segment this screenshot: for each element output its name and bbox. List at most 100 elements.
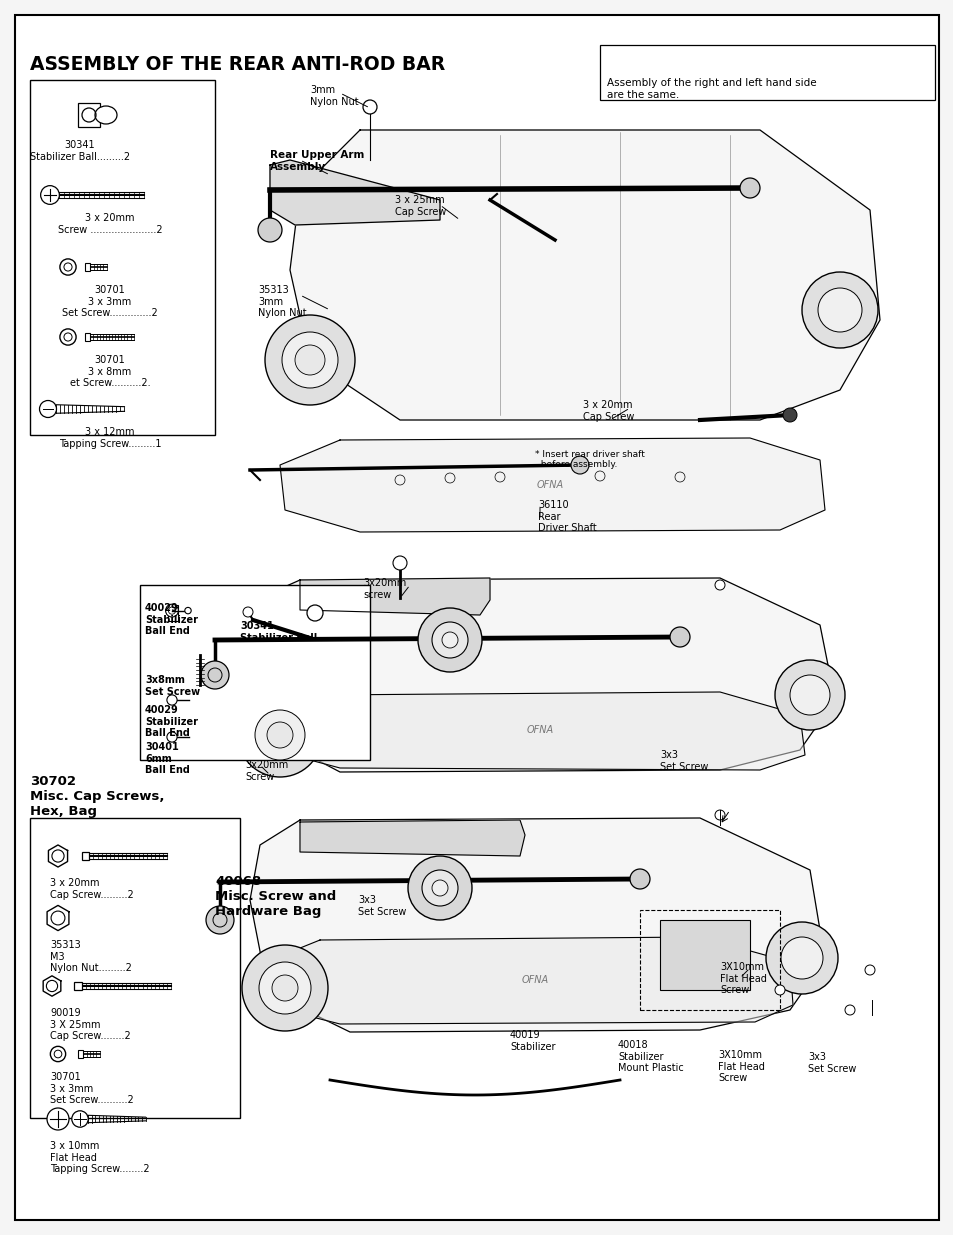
Circle shape — [167, 732, 177, 742]
Circle shape — [417, 608, 481, 672]
Circle shape — [844, 1005, 854, 1015]
Circle shape — [257, 219, 282, 242]
Text: 40018
Stabilizer
Mount Plastic: 40018 Stabilizer Mount Plastic — [618, 1040, 683, 1073]
Text: 3X10mm
Flat Head
Screw: 3X10mm Flat Head Screw — [718, 1050, 764, 1083]
Circle shape — [774, 659, 844, 730]
Text: 36110
Rear
Driver Shaft: 36110 Rear Driver Shaft — [537, 500, 597, 534]
Text: ASSEMBLY OF THE REAR ANTI-ROD BAR: ASSEMBLY OF THE REAR ANTI-ROD BAR — [30, 56, 445, 74]
Text: 40029
Stabilizer
Ball End: 40029 Stabilizer Ball End — [145, 705, 198, 739]
Polygon shape — [49, 845, 68, 867]
Circle shape — [294, 345, 325, 375]
Polygon shape — [245, 578, 834, 772]
Bar — [599, 44, 934, 100]
Circle shape — [267, 722, 293, 748]
Text: 3 x 20mm
Cap Screw.........2: 3 x 20mm Cap Screw.........2 — [50, 878, 133, 899]
Text: 30401
6mm
Ball End: 30401 6mm Ball End — [145, 742, 190, 776]
Text: 3 x 20mm
Screw ......................2: 3 x 20mm Screw ......................2 — [57, 212, 162, 235]
Text: 3x3
Set Screw: 3x3 Set Screw — [357, 895, 406, 916]
Bar — [74, 982, 82, 990]
Polygon shape — [299, 578, 490, 615]
Bar — [78, 103, 100, 127]
Circle shape — [47, 1108, 69, 1130]
Circle shape — [421, 869, 457, 906]
Circle shape — [864, 965, 874, 974]
Circle shape — [307, 605, 323, 621]
Text: 3 x 25mm
Cap Screw: 3 x 25mm Cap Screw — [395, 195, 446, 216]
Circle shape — [265, 315, 355, 405]
Circle shape — [206, 906, 233, 934]
Circle shape — [669, 627, 689, 647]
Circle shape — [714, 580, 724, 590]
Text: 90019
3 X 25mm
Cap Screw........2: 90019 3 X 25mm Cap Screw........2 — [50, 1008, 131, 1041]
Text: OFNA: OFNA — [521, 974, 548, 986]
Circle shape — [201, 661, 229, 689]
Polygon shape — [257, 937, 792, 1024]
Circle shape — [254, 710, 305, 760]
Circle shape — [363, 100, 376, 114]
Polygon shape — [260, 692, 804, 769]
Ellipse shape — [95, 106, 117, 124]
Circle shape — [781, 937, 822, 979]
Text: OFNA: OFNA — [536, 480, 563, 490]
Bar — [659, 920, 749, 990]
Polygon shape — [270, 161, 439, 225]
Circle shape — [282, 332, 337, 388]
Circle shape — [272, 974, 297, 1002]
Bar — [85, 263, 91, 270]
Circle shape — [801, 272, 877, 348]
Circle shape — [39, 400, 56, 417]
Text: 3 x 12mm
Tapping Screw.........1: 3 x 12mm Tapping Screw.........1 — [59, 427, 161, 448]
Circle shape — [393, 556, 407, 571]
Text: 35313
M3
Nylon Nut.........2: 35313 M3 Nylon Nut.........2 — [50, 940, 132, 973]
Circle shape — [765, 923, 837, 994]
Text: 3x20mm
screw: 3x20mm screw — [363, 578, 406, 600]
Bar — [30, 80, 214, 435]
Circle shape — [71, 1110, 88, 1128]
Circle shape — [740, 178, 760, 198]
Circle shape — [166, 604, 178, 618]
Circle shape — [408, 856, 472, 920]
Bar — [78, 1051, 83, 1057]
Polygon shape — [43, 976, 61, 997]
Text: 35313
3mm
Nylon Nut: 35313 3mm Nylon Nut — [257, 285, 306, 319]
Text: 30701
3 x 8mm
et Screw..........2.: 30701 3 x 8mm et Screw..........2. — [70, 354, 151, 388]
Text: 30701
3 x 3mm
Set Screw..............2: 30701 3 x 3mm Set Screw..............2 — [62, 285, 157, 319]
Circle shape — [629, 869, 649, 889]
Circle shape — [41, 185, 59, 204]
Circle shape — [782, 408, 796, 422]
Circle shape — [185, 608, 191, 614]
Text: 3 x 10mm
Flat Head
Tapping Screw........2: 3 x 10mm Flat Head Tapping Screw........… — [50, 1141, 150, 1174]
Bar — [140, 585, 370, 760]
Polygon shape — [299, 820, 524, 856]
Text: 3X10mm
Flat Head
Screw: 3X10mm Flat Head Screw — [720, 962, 766, 995]
Text: 3mm
Nylon Nut: 3mm Nylon Nut — [310, 85, 358, 106]
Text: 40019
Stabilizer: 40019 Stabilizer — [510, 1030, 555, 1051]
Bar — [85, 333, 91, 341]
Circle shape — [237, 693, 322, 777]
Polygon shape — [47, 905, 69, 931]
Bar — [639, 910, 780, 1010]
Text: 3x8mm
Set Screw: 3x8mm Set Screw — [145, 676, 200, 697]
Circle shape — [714, 810, 724, 820]
Bar — [30, 818, 240, 1118]
Circle shape — [167, 695, 177, 705]
Text: 3x20mm
Screw: 3x20mm Screw — [245, 760, 288, 782]
Text: 3 x 20mm
Cap Screw: 3 x 20mm Cap Screw — [582, 400, 634, 421]
Text: 30702
Misc. Cap Screws,
Hex, Bag: 30702 Misc. Cap Screws, Hex, Bag — [30, 776, 164, 818]
Text: 30341
Stabilizer Ball: 30341 Stabilizer Ball — [240, 621, 317, 642]
Polygon shape — [280, 438, 824, 532]
Text: OFNA: OFNA — [526, 725, 553, 735]
Text: 3x3
Set Screw: 3x3 Set Screw — [807, 1052, 856, 1073]
Circle shape — [432, 622, 468, 658]
Circle shape — [789, 676, 829, 715]
Bar — [168, 605, 177, 621]
Text: Assembly of the right and left hand side
are the same.: Assembly of the right and left hand side… — [606, 78, 816, 100]
Circle shape — [817, 288, 862, 332]
Text: 40068
Misc. Screw and
Hardware Bag: 40068 Misc. Screw and Hardware Bag — [214, 876, 335, 918]
Text: 30341
Stabilizer Ball.........2: 30341 Stabilizer Ball.........2 — [30, 140, 130, 162]
Circle shape — [441, 632, 457, 648]
Circle shape — [432, 881, 448, 897]
Circle shape — [571, 456, 588, 474]
Text: Rear Upper Arm
Assembly: Rear Upper Arm Assembly — [270, 149, 364, 172]
Bar — [82, 852, 90, 860]
